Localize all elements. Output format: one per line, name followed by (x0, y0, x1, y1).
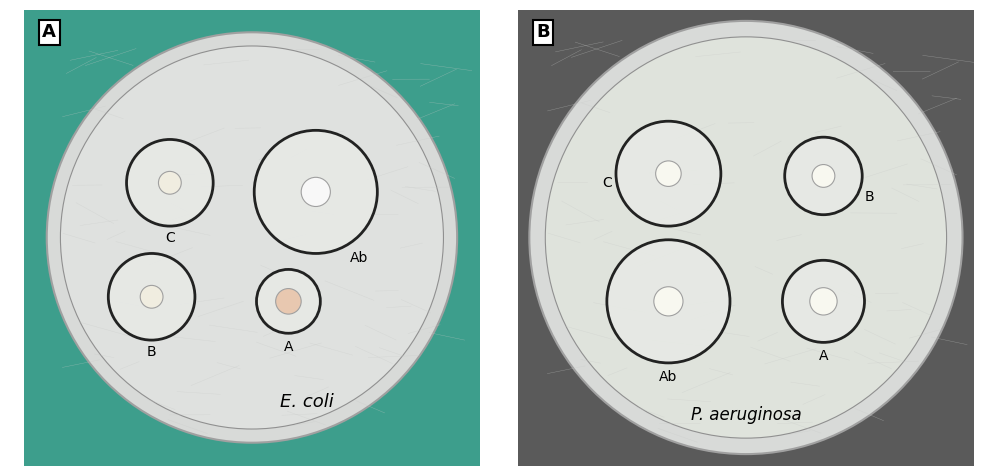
Circle shape (616, 121, 721, 226)
Circle shape (812, 164, 835, 187)
Text: B: B (147, 345, 156, 359)
Text: A: A (819, 349, 828, 363)
Text: A: A (284, 340, 293, 354)
Circle shape (607, 240, 730, 363)
Circle shape (276, 289, 301, 314)
Text: Ab: Ab (659, 370, 678, 384)
Circle shape (158, 171, 181, 194)
Circle shape (530, 21, 962, 454)
Circle shape (545, 37, 947, 438)
Text: B: B (536, 23, 549, 41)
Circle shape (254, 130, 377, 254)
Text: Ab: Ab (350, 251, 369, 265)
Circle shape (782, 260, 864, 342)
Circle shape (46, 32, 457, 443)
Circle shape (140, 285, 163, 308)
Circle shape (656, 161, 681, 186)
Text: C: C (602, 176, 612, 190)
Circle shape (810, 288, 837, 315)
Text: E. coli: E. coli (280, 393, 334, 411)
Circle shape (126, 140, 213, 226)
Text: B: B (864, 190, 873, 204)
Circle shape (784, 137, 863, 215)
Circle shape (109, 254, 195, 340)
Text: A: A (42, 23, 56, 41)
Text: P. aeruginosa: P. aeruginosa (691, 407, 801, 425)
Circle shape (60, 46, 444, 429)
Text: C: C (165, 231, 175, 245)
Circle shape (257, 269, 320, 333)
Circle shape (654, 287, 683, 316)
Circle shape (301, 177, 330, 207)
